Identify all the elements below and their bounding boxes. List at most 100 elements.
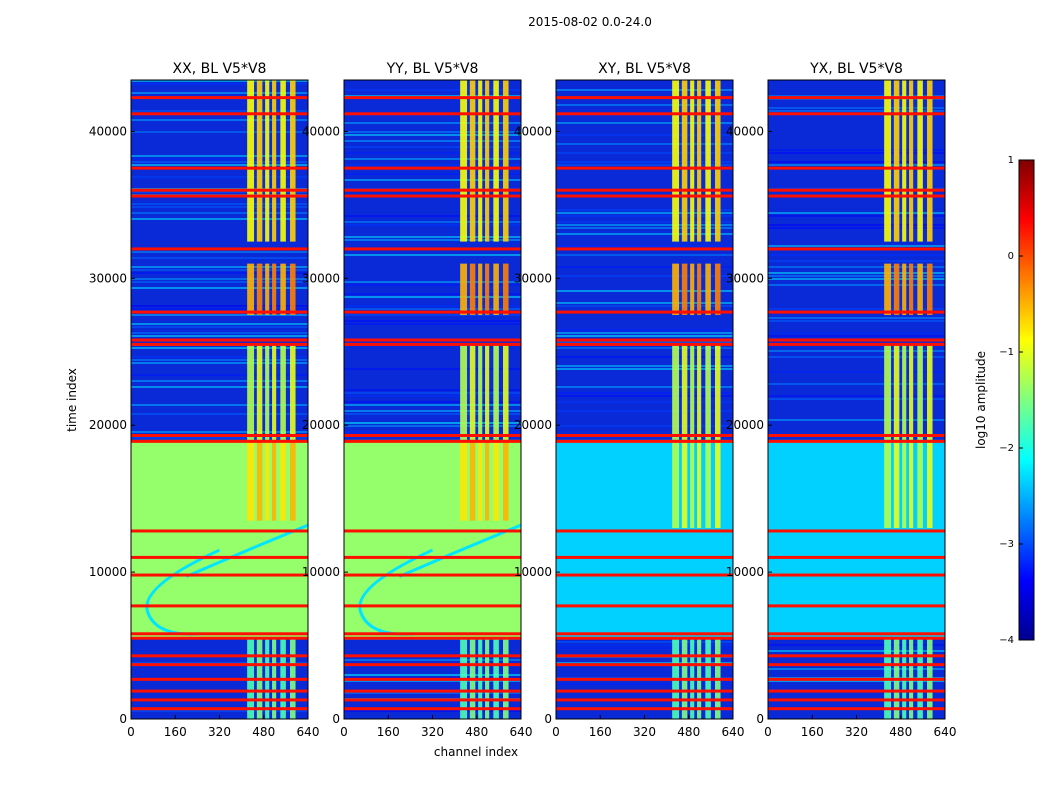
noise-stripe xyxy=(556,227,733,229)
noise-stripe xyxy=(768,275,945,277)
flagged-band xyxy=(344,677,521,681)
flagged-band xyxy=(556,433,733,437)
noise-stripe xyxy=(131,176,308,178)
colorbar-label: log10 amplitude xyxy=(974,351,988,449)
noise-stripe xyxy=(768,320,945,322)
noise-stripe xyxy=(344,368,521,370)
noise-stripe xyxy=(344,254,521,256)
x-tick-label: 480 xyxy=(252,725,275,739)
noise-stripe xyxy=(131,326,308,328)
flagged-band xyxy=(768,636,945,640)
flagged-band xyxy=(344,529,521,533)
bright-channel-segment xyxy=(478,344,483,440)
noise-stripe xyxy=(131,362,308,364)
bright-channel-segment xyxy=(280,344,286,440)
bright-channel-segment xyxy=(469,344,476,440)
x-tick-label: 160 xyxy=(589,725,612,739)
bright-channel-segment xyxy=(715,439,721,529)
noise-stripe xyxy=(131,437,308,439)
bright-channel-segment xyxy=(902,263,907,316)
flagged-band xyxy=(768,194,945,198)
bright-channel-segment xyxy=(272,439,277,521)
noise-stripe xyxy=(768,335,945,337)
noise-stripe xyxy=(344,674,521,676)
colorbar-tick-label: 0 xyxy=(1008,251,1014,262)
colorbar-tick-label: −3 xyxy=(999,539,1014,550)
y-tick-label: 30000 xyxy=(726,271,764,285)
noise-stripe xyxy=(131,710,308,712)
bright-channel-segment xyxy=(265,263,270,316)
panel-3: XY, BL V5*V8 0 160 320 480 640 0 10000 20000 3000… xyxy=(514,61,745,739)
flagged-band xyxy=(344,573,521,577)
noise-stripe xyxy=(344,224,521,226)
colorbar-tick-label: 1 xyxy=(1008,155,1014,166)
y-tick-label: 0 xyxy=(332,712,340,726)
flagged-band xyxy=(131,555,308,559)
noise-stripe xyxy=(768,308,945,310)
bright-channel-segment xyxy=(485,439,490,521)
noise-stripe xyxy=(344,413,521,415)
noise-stripe xyxy=(344,680,521,682)
bright-channel-segment xyxy=(503,80,509,242)
noise-stripe xyxy=(768,212,945,214)
bright-channel-segment xyxy=(893,344,900,440)
noise-stripe xyxy=(344,173,521,175)
flagged-band xyxy=(768,112,945,116)
y-tick-label: 20000 xyxy=(726,418,764,432)
y-tick-label: 0 xyxy=(544,712,552,726)
flagged-band xyxy=(131,338,308,342)
flagged-band xyxy=(768,707,945,711)
flagged-band xyxy=(131,96,308,100)
noise-stripe xyxy=(131,431,308,433)
y-tick-label: 40000 xyxy=(726,124,764,138)
noise-stripe xyxy=(131,404,308,406)
noise-stripe xyxy=(131,257,308,259)
noise-stripe xyxy=(344,221,521,223)
flagged-band xyxy=(344,194,521,198)
x-tick-label: 0 xyxy=(552,725,560,739)
flagged-band xyxy=(556,555,733,559)
bright-channel-segment xyxy=(247,439,255,521)
noise-stripe xyxy=(131,323,308,325)
noise-stripe xyxy=(344,404,521,406)
flagged-band xyxy=(556,636,733,640)
flagged-band xyxy=(556,338,733,342)
flagged-band xyxy=(768,338,945,342)
noise-stripe xyxy=(556,134,733,136)
bright-channel-segment xyxy=(690,263,695,316)
flagged-band xyxy=(556,698,733,702)
x-tick-label: 480 xyxy=(465,725,488,739)
noise-stripe xyxy=(131,386,308,388)
flagged-band xyxy=(131,188,308,192)
flagged-band xyxy=(344,698,521,702)
noise-stripe xyxy=(556,341,733,343)
noise-stripe xyxy=(131,272,308,274)
noise-stripe xyxy=(768,272,945,274)
y-tick-label: 0 xyxy=(756,712,764,726)
noise-stripe xyxy=(768,350,945,352)
flagged-band xyxy=(344,247,521,251)
bright-channel-segment xyxy=(247,80,255,242)
noise-stripe xyxy=(768,95,945,97)
noise-stripe xyxy=(768,278,945,280)
noise-stripe xyxy=(344,710,521,712)
noise-stripe xyxy=(344,659,521,661)
bright-channel-segment xyxy=(884,439,892,529)
x-tick-label: 0 xyxy=(340,725,348,739)
flagged-band xyxy=(344,112,521,116)
noise-stripe xyxy=(556,641,733,643)
noise-stripe xyxy=(131,308,308,310)
flagged-band xyxy=(768,663,945,667)
bright-channel-segment xyxy=(460,80,468,242)
noise-stripe xyxy=(344,320,521,322)
flagged-band xyxy=(131,677,308,681)
noise-stripe xyxy=(556,401,733,403)
x-tick-label: 320 xyxy=(208,725,231,739)
flagged-band xyxy=(768,188,945,192)
noise-stripe xyxy=(131,212,308,214)
bright-channel-segment xyxy=(672,344,680,440)
noise-stripe xyxy=(768,644,945,646)
x-tick-label: 0 xyxy=(764,725,772,739)
noise-stripe xyxy=(768,260,945,262)
bright-channel-segment xyxy=(290,263,296,316)
